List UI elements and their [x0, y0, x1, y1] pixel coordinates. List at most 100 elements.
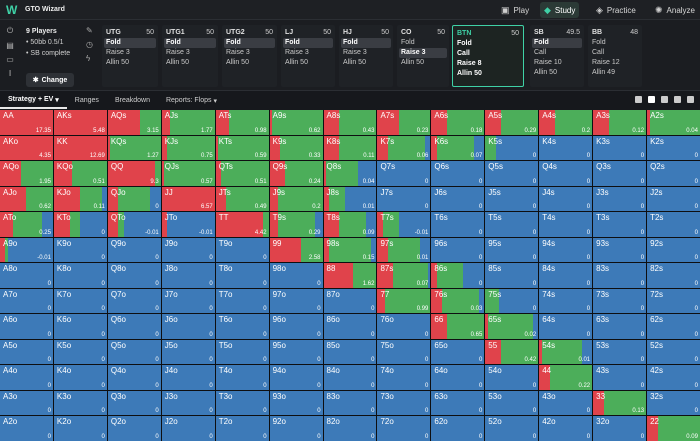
view-icon[interactable] — [635, 96, 642, 103]
seat-utg[interactable]: UTG 50 Fold Raise 3 Allin 50 — [102, 25, 158, 87]
hand-cell[interactable]: 62s 0 — [647, 314, 700, 339]
hand-cell[interactable]: 43o 0 — [539, 390, 593, 416]
seat-action[interactable]: Allin 50 — [343, 59, 366, 66]
hand-cell[interactable]: T6s 0 — [431, 212, 485, 237]
hand-cell[interactable]: K7s 0.06 — [377, 135, 431, 161]
seat-action[interactable]: Fold — [457, 40, 472, 47]
hand-cell[interactable]: JTs 0.49 — [215, 186, 269, 212]
view-icon[interactable] — [661, 96, 668, 103]
seat-action[interactable]: Allin 50 — [534, 69, 557, 76]
hand-cell[interactable]: KJs 0.75 — [161, 135, 215, 161]
hand-cell[interactable]: 93o 0 — [269, 390, 323, 416]
view-icon[interactable] — [674, 96, 681, 103]
hand-cell[interactable]: 84s 0 — [539, 263, 593, 288]
hand-cell[interactable]: 87s 0.07 — [377, 263, 431, 288]
hand-cell[interactable]: 82s 0 — [647, 263, 700, 288]
hand-cell[interactable]: A4o 0 — [0, 365, 53, 390]
hand-cell[interactable]: 32s 0 — [647, 390, 700, 416]
seat-action[interactable]: Raise 3 — [343, 49, 367, 56]
hand-cell[interactable]: 97o 0 — [269, 288, 323, 314]
hand-cell[interactable]: 88 1.62 — [323, 263, 377, 288]
hand-cell[interactable]: T8s 0.09 — [323, 212, 377, 237]
hand-cell[interactable]: Q3s 0 — [593, 161, 647, 186]
hand-cell[interactable]: 84o 0 — [323, 365, 377, 390]
seat-action[interactable]: Fold — [224, 38, 275, 48]
hand-cell[interactable]: 64s 0 — [539, 314, 593, 339]
hand-cell[interactable]: Q9o 0 — [107, 237, 161, 263]
seat-action[interactable]: Allin 50 — [226, 59, 249, 66]
hand-cell[interactable]: Q4o 0 — [107, 365, 161, 390]
seat-utg1[interactable]: UTG1 50 Fold Raise 3 Allin 50 — [162, 25, 218, 87]
hand-cell[interactable]: AQo 1.95 — [0, 161, 53, 186]
hand-cell[interactable]: 94s 0 — [539, 237, 593, 263]
hand-cell[interactable]: 42s 0 — [647, 365, 700, 390]
hand-cell[interactable]: QQ 9.3 — [107, 161, 161, 186]
hand-cell[interactable]: 97s 0.01 — [377, 237, 431, 263]
hand-cell[interactable]: A3s 0.12 — [593, 110, 647, 135]
hand-cell[interactable]: 65s 0.02 — [485, 314, 539, 339]
bolt-icon[interactable]: ϟ — [86, 54, 91, 63]
hand-cell[interactable]: A9s 0.62 — [269, 110, 323, 135]
hand-cell[interactable]: J7s 0 — [377, 186, 431, 212]
hand-cell[interactable]: 76o 0 — [377, 314, 431, 339]
seat-action[interactable]: Fold — [592, 39, 606, 46]
hand-cell[interactable]: 93s 0 — [593, 237, 647, 263]
hand-cell[interactable]: 94o 0 — [269, 365, 323, 390]
seat-action[interactable]: Fold — [532, 38, 582, 48]
seat-action[interactable]: Call — [457, 50, 470, 57]
hand-cell[interactable]: J5s 0 — [485, 186, 539, 212]
hand-cell[interactable]: 43s 0 — [593, 365, 647, 390]
hand-cell[interactable]: 52s 0 — [647, 339, 700, 365]
hand-cell[interactable]: J7o 0 — [161, 288, 215, 314]
nav-practice[interactable]: ◈ Practice — [596, 4, 636, 15]
seat-action[interactable]: Fold — [341, 38, 391, 48]
hand-cell[interactable]: 52o 0 — [485, 416, 539, 441]
hand-cell[interactable]: K4o 0 — [53, 365, 107, 390]
seat-hj[interactable]: HJ 50 Fold Raise 3 Allin 50 — [339, 25, 393, 87]
seat-action[interactable]: Fold — [283, 38, 333, 48]
hand-cell[interactable]: 53s 0 — [593, 339, 647, 365]
hand-cell[interactable]: QJs 0.57 — [161, 161, 215, 186]
hand-cell[interactable]: KTs 0.59 — [215, 135, 269, 161]
hand-cell[interactable]: 53o 0 — [485, 390, 539, 416]
hand-cell[interactable]: 42o 0 — [539, 416, 593, 441]
hand-cell[interactable]: T5s 0 — [485, 212, 539, 237]
seat-action[interactable]: Raise 8 — [457, 60, 482, 67]
hand-cell[interactable]: K5s 0 — [485, 135, 539, 161]
hand-cell[interactable]: A6o 0 — [0, 314, 53, 339]
hand-cell[interactable]: JJ 6.57 — [161, 186, 215, 212]
hand-cell[interactable]: 75s 0 — [485, 288, 539, 314]
hand-cell[interactable]: A7o 0 — [0, 288, 53, 314]
seat-action[interactable]: Raise 3 — [226, 49, 250, 56]
hand-cell[interactable]: A4s 0.2 — [539, 110, 593, 135]
hand-cell[interactable]: J5o 0 — [161, 339, 215, 365]
hand-cell[interactable]: 83s 0 — [593, 263, 647, 288]
hand-cell[interactable]: 22 0.09 — [647, 416, 700, 441]
hand-cell[interactable]: T2s 0 — [647, 212, 700, 237]
hand-cell[interactable]: K8s 0.11 — [323, 135, 377, 161]
power-icon[interactable]: ⏻ — [6, 26, 14, 35]
hand-cell[interactable]: Q2s 0 — [647, 161, 700, 186]
seat-action[interactable]: Allin 49 — [592, 69, 615, 76]
hand-cell[interactable]: K6s 0.07 — [431, 135, 485, 161]
hand-cell[interactable]: JTo -0.01 — [161, 212, 215, 237]
hand-cell[interactable]: 33 0.13 — [593, 390, 647, 416]
hand-cell[interactable]: 86s 0 — [431, 263, 485, 288]
hand-cell[interactable]: AKs 5.48 — [53, 110, 107, 135]
hand-cell[interactable]: 83o 0 — [323, 390, 377, 416]
tab-strategy-ev[interactable]: Strategy + EV ▾ — [0, 92, 67, 109]
hand-cell[interactable]: T4o 0 — [215, 365, 269, 390]
seat-action[interactable]: Allin 50 — [106, 59, 129, 66]
hand-cell[interactable]: K7o 0 — [53, 288, 107, 314]
hand-cell[interactable]: 63o 0 — [431, 390, 485, 416]
hand-cell[interactable]: QJo 0 — [107, 186, 161, 212]
hand-cell[interactable]: A2s 0.04 — [647, 110, 700, 135]
hand-cell[interactable]: 86o 0 — [323, 314, 377, 339]
seat-action[interactable]: Raise 3 — [106, 49, 130, 56]
hand-cell[interactable]: K3o 0 — [53, 390, 107, 416]
hand-cell[interactable]: 63s 0 — [593, 314, 647, 339]
hand-cell[interactable]: Q6s 0 — [431, 161, 485, 186]
tab-breakdown[interactable]: Breakdown — [114, 97, 150, 104]
hand-cell[interactable]: KJo 0.11 — [53, 186, 107, 212]
hand-cell[interactable]: 32o 0 — [593, 416, 647, 441]
